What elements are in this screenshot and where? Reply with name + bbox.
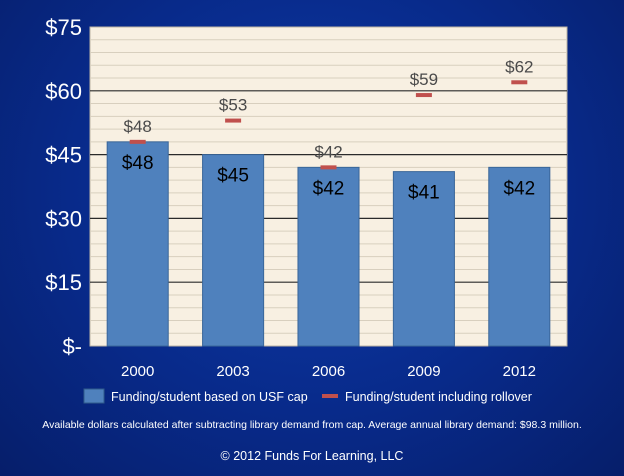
x-tick-label: 2009 — [407, 363, 440, 380]
copyright: © 2012 Funds For Learning, LLC — [220, 449, 404, 463]
y-tick-label: $60 — [45, 79, 82, 104]
y-tick-label: $- — [62, 334, 82, 359]
bar — [392, 171, 455, 347]
x-tick-label: 2012 — [503, 363, 536, 380]
legend-swatch-marker — [322, 394, 338, 398]
y-tick-label: $75 — [45, 15, 82, 40]
x-tick-label: 2003 — [216, 363, 249, 380]
rollover-value-label: $62 — [505, 57, 533, 76]
rollover-value-label: $53 — [219, 96, 247, 115]
rollover-marker — [511, 80, 528, 85]
bar-value-label: $48 — [122, 153, 154, 174]
y-tick-label: $15 — [45, 270, 82, 295]
rollover-value-label: $48 — [124, 117, 152, 136]
marker-series: $48 $53 $42 $59 $62 — [124, 57, 533, 170]
y-tick-label: $30 — [45, 206, 82, 231]
rollover-marker — [320, 165, 337, 170]
bar-value-label: $45 — [217, 166, 249, 187]
rollover-marker — [225, 118, 242, 123]
bar — [488, 166, 551, 347]
rollover-marker — [415, 93, 432, 98]
legend: Funding/student based on USF cap Funding… — [83, 388, 532, 404]
bar-value-label: $42 — [313, 178, 345, 199]
bar-series: $48 $45 $42 $41 $42 — [106, 141, 551, 347]
rollover-marker — [129, 139, 146, 144]
bar — [297, 166, 360, 347]
legend-label-marker: Funding/student including rollover — [345, 390, 532, 404]
x-axis: 2000 2003 2006 2009 2012 — [121, 363, 536, 380]
y-axis: $- $15 $30 $45 $60 $75 — [45, 15, 82, 359]
footnote: Available dollars calculated after subtr… — [42, 419, 582, 431]
bar-value-label: $42 — [503, 178, 535, 199]
rollover-value-label: $42 — [314, 142, 342, 161]
rollover-value-label: $59 — [410, 70, 438, 89]
bar — [106, 141, 169, 347]
bar-value-label: $41 — [408, 183, 440, 204]
bar — [202, 154, 265, 347]
y-tick-label: $45 — [45, 143, 82, 168]
legend-label-bar: Funding/student based on USF cap — [111, 390, 308, 404]
x-tick-label: 2000 — [121, 363, 154, 380]
legend-swatch-bar — [83, 388, 105, 404]
x-tick-label: 2006 — [312, 363, 345, 380]
